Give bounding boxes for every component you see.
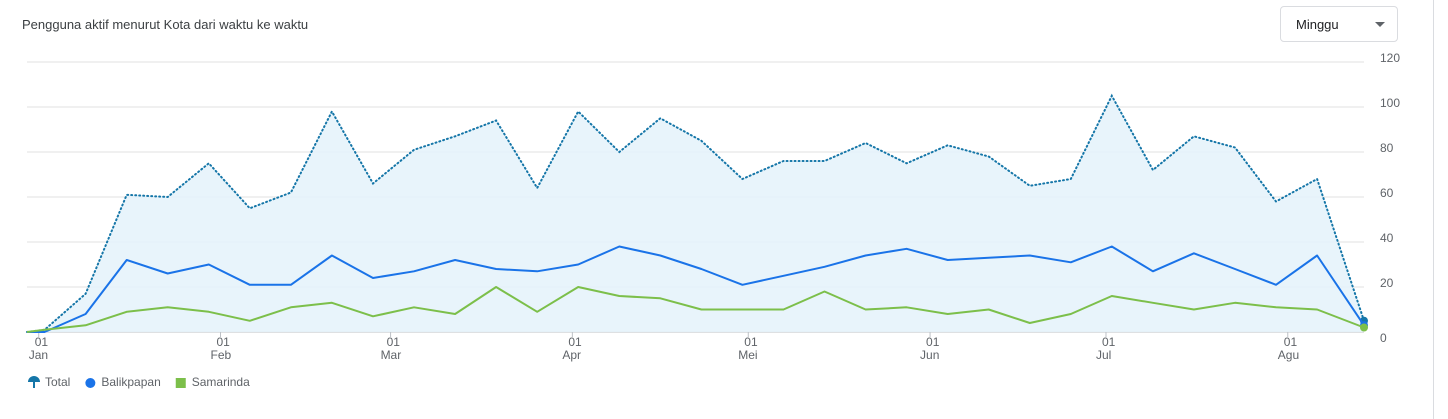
line	[26, 93, 1365, 333]
x-tick-label: Jan	[29, 348, 48, 362]
area	[27, 95, 1364, 332]
y-tick-label: 20	[1380, 276, 1394, 290]
x-tick-label: Feb	[211, 348, 232, 362]
x-tick-day: 01	[926, 335, 940, 349]
y-tick-label: 0	[1380, 331, 1387, 345]
legend-swatch	[175, 378, 186, 388]
x-tick-day: 01	[35, 335, 49, 349]
line	[27, 245, 1365, 333]
y-tick-label: 80	[1380, 141, 1394, 155]
legend-label: Balikpapan	[101, 375, 160, 389]
legend-item: Total	[28, 375, 70, 389]
x-tick-label: Jun	[920, 348, 939, 362]
line	[26, 286, 1365, 333]
dropdown-arrow[interactable]	[1375, 22, 1385, 27]
y-tick-label: 120	[1380, 51, 1400, 65]
legend-item: Samarinda	[175, 375, 250, 389]
x-tick-label: Mar	[381, 348, 402, 362]
x-tick-label: Mei	[738, 348, 757, 362]
chart-title: Pengguna aktif menurut Kota dari waktu k…	[22, 17, 309, 32]
legend-label: Samarinda	[192, 375, 250, 389]
y-tick-label: 40	[1380, 231, 1394, 245]
x-tick-day: 01	[217, 335, 231, 349]
x-tick-label: Apr	[562, 348, 581, 362]
end-point	[1360, 323, 1368, 332]
x-tick-day: 01	[744, 335, 758, 349]
legend-swatch	[28, 376, 40, 388]
x-tick-day: 01	[568, 335, 582, 349]
legend-swatch	[85, 378, 96, 388]
x-tick-day: 01	[1284, 335, 1298, 349]
x-tick-label: Agu	[1278, 348, 1299, 362]
x-tick-day: 01	[387, 335, 401, 349]
x-tick-label: Jul	[1096, 348, 1111, 362]
y-tick-label: 60	[1380, 186, 1394, 200]
legend-label: Total	[45, 375, 70, 389]
period-dropdown[interactable]: Minggu	[1280, 6, 1398, 42]
y-tick-label: 100	[1380, 96, 1400, 110]
x-tick-day: 01	[1102, 335, 1116, 349]
legend-item: Balikpapan	[85, 375, 161, 389]
dropdown-label[interactable]: Minggu	[1296, 17, 1339, 32]
